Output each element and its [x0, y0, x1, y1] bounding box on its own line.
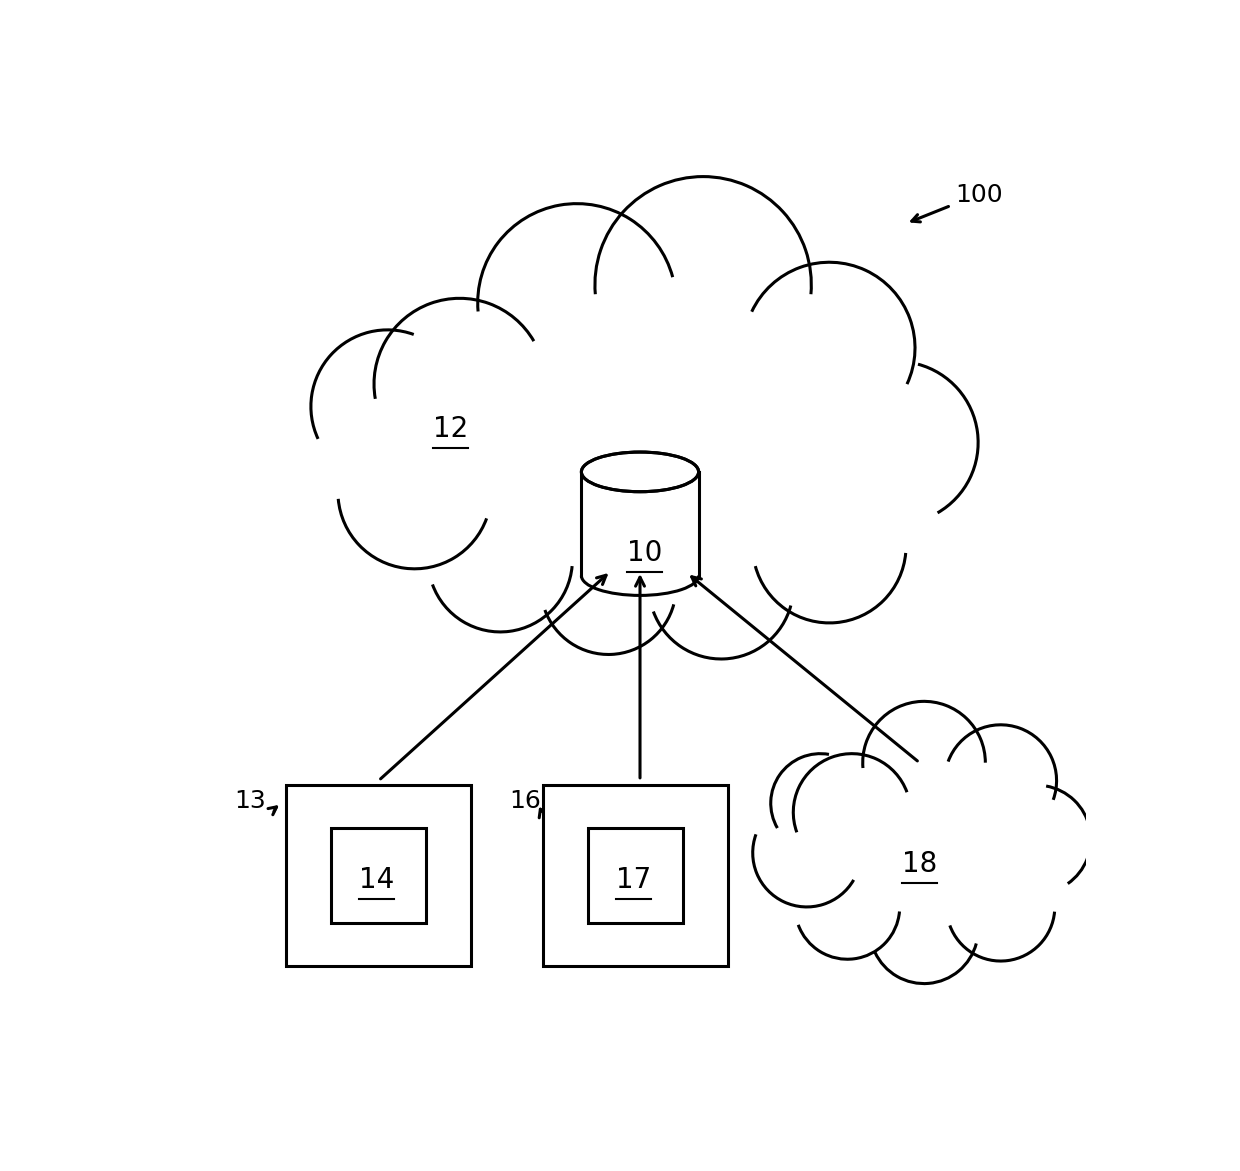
Ellipse shape [582, 452, 698, 492]
Text: 18: 18 [901, 850, 937, 877]
Polygon shape [582, 472, 698, 576]
Polygon shape [331, 828, 425, 923]
Text: 10: 10 [627, 539, 662, 567]
Polygon shape [543, 786, 728, 966]
Text: 16: 16 [510, 788, 542, 813]
Polygon shape [588, 828, 683, 923]
Text: 12: 12 [433, 415, 469, 443]
Text: 100: 100 [956, 183, 1003, 206]
Polygon shape [286, 786, 471, 966]
Text: 17: 17 [616, 865, 651, 893]
Text: 14: 14 [360, 865, 394, 893]
Text: 13: 13 [234, 788, 267, 813]
